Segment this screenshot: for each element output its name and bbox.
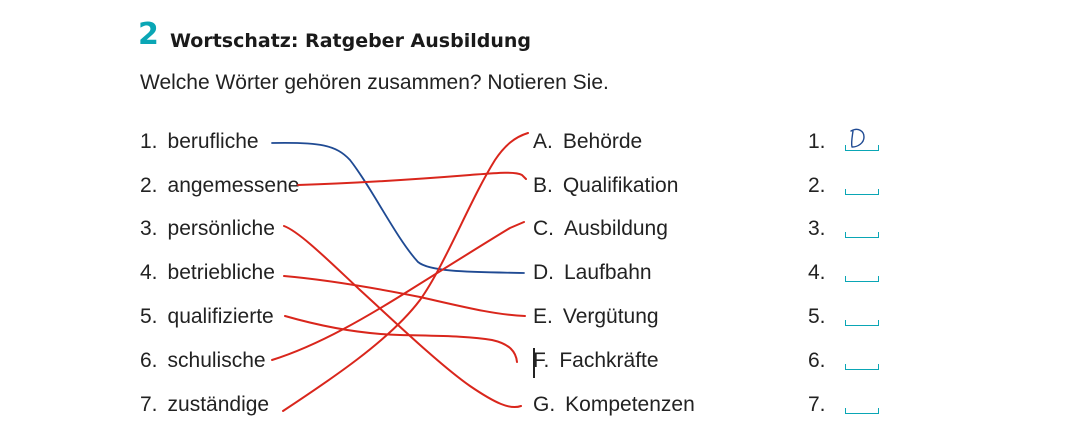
- answer-number-1: 1.: [808, 130, 826, 153]
- answer-field-4[interactable]: [845, 276, 879, 282]
- right-item-b: B. Qualifikation: [533, 173, 678, 199]
- left-item-word: berufliche: [167, 130, 259, 153]
- answer-number-6: 6.: [808, 349, 826, 372]
- connection-5-f: [284, 315, 518, 363]
- task-title: Wortschatz: Ratgeber Ausbildung: [170, 30, 531, 52]
- answer-number-4: 4.: [808, 261, 826, 284]
- answer-d-handwriting: [850, 128, 865, 148]
- left-item-word: betriebliche: [167, 261, 275, 284]
- answer-field-3[interactable]: [845, 232, 879, 238]
- right-item-word: Vergütung: [562, 305, 659, 328]
- right-item-word: Fachkräfte: [559, 349, 659, 372]
- left-item-number: 1.: [140, 130, 158, 153]
- right-item-letter: A.: [533, 130, 553, 153]
- answer-number-2: 2.: [808, 174, 826, 197]
- right-item-word: Ausbildung: [564, 217, 668, 240]
- connection-2-b: [297, 171, 527, 186]
- right-item-f: F. Fachkräfte: [533, 348, 659, 374]
- right-item-word: Laufbahn: [564, 261, 652, 284]
- answer-field-7[interactable]: [845, 408, 879, 414]
- answer-field-5[interactable]: [845, 320, 879, 326]
- left-item-word: qualifizierte: [167, 305, 274, 328]
- text-cursor: [533, 348, 535, 378]
- left-item-1: 1. berufliche: [140, 129, 259, 155]
- right-item-letter: C.: [533, 217, 554, 240]
- right-item-letter: D.: [533, 261, 554, 284]
- left-item-6: 6. schulische: [140, 348, 266, 374]
- connection-4-e: [283, 275, 526, 317]
- answer-field-1[interactable]: [845, 145, 879, 151]
- right-item-d: D. Laufbahn: [533, 260, 652, 286]
- instruction-text: Welche Wörter gehören zusammen? Notieren…: [140, 71, 609, 94]
- left-item-number: 3.: [140, 217, 158, 240]
- answer-field-2[interactable]: [845, 189, 879, 195]
- left-item-3: 3. persönliche: [140, 216, 275, 242]
- left-item-number: 7.: [140, 393, 158, 416]
- connection-1-d: [271, 141, 525, 274]
- right-item-letter: F.: [533, 349, 550, 372]
- connection-3-g: [283, 225, 522, 408]
- left-item-2: 2. angemessene: [140, 173, 299, 199]
- left-item-word: angemessene: [167, 174, 300, 197]
- right-item-e: E. Vergütung: [533, 304, 659, 330]
- left-item-number: 2.: [140, 174, 158, 197]
- right-item-a: A. Behörde: [533, 129, 642, 155]
- right-item-letter: B.: [533, 174, 553, 197]
- right-item-c: C. Ausbildung: [533, 216, 668, 242]
- left-item-4: 4. betriebliche: [140, 260, 275, 286]
- left-item-number: 6.: [140, 349, 158, 372]
- answer-number-7: 7.: [808, 393, 826, 416]
- left-item-number: 4.: [140, 261, 158, 284]
- left-item-word: zuständige: [167, 393, 270, 416]
- right-item-word: Kompetenzen: [565, 393, 695, 416]
- left-item-number: 5.: [140, 305, 158, 328]
- right-item-letter: G.: [533, 393, 556, 416]
- answer-field-6[interactable]: [845, 364, 879, 370]
- left-item-5: 5. qualifizierte: [140, 304, 274, 330]
- task-number: 2: [138, 17, 159, 52]
- right-item-word: Behörde: [562, 130, 643, 153]
- left-item-word: persönliche: [167, 217, 275, 240]
- answer-number-5: 5.: [808, 305, 826, 328]
- right-item-letter: E.: [533, 305, 553, 328]
- left-item-word: schulische: [167, 349, 266, 372]
- right-item-g: G. Kompetenzen: [533, 392, 695, 418]
- answer-number-3: 3.: [808, 217, 826, 240]
- connection-7-a: [282, 132, 529, 412]
- left-item-7: 7. zuständige: [140, 392, 269, 418]
- connection-6-c: [271, 221, 525, 361]
- right-item-word: Qualifikation: [562, 174, 679, 197]
